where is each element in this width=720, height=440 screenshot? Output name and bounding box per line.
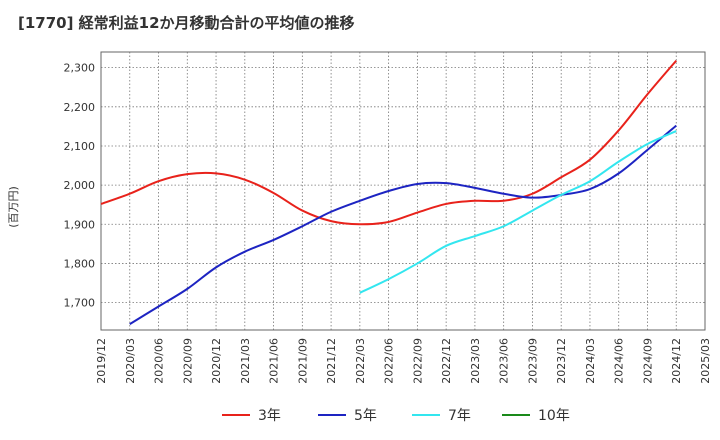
chart-legend: 3年 5年 7年 10年 <box>0 400 720 430</box>
x-tick-label: 2019/12 <box>95 338 108 384</box>
series-line-7年 <box>359 130 677 294</box>
x-axis: 2019/12 2020/03 2020/06 2020/09 2020/12 2021/… <box>95 338 712 384</box>
legend-item: 5年 <box>318 404 377 426</box>
legend-swatch <box>412 414 440 416</box>
y-tick-label: 2,300 <box>64 62 96 75</box>
chart-title: [1770] 経常利益12か月移動合計の平均値の推移 <box>18 14 355 32</box>
legend-label: 3年 <box>258 408 281 424</box>
x-tick-label: 2020/03 <box>124 338 137 384</box>
legend-item: 10年 <box>502 404 570 426</box>
legend-swatch <box>318 414 346 416</box>
x-tick-label: 2020/06 <box>153 338 166 384</box>
legend-item: 7年 <box>412 404 471 426</box>
x-tick-label: 2023/06 <box>498 338 511 384</box>
x-tick-label: 2022/06 <box>383 338 396 384</box>
grid-lines <box>100 52 706 330</box>
x-tick-label: 2025/03 <box>699 338 712 384</box>
y-axis: 1,700 1,800 1,900 2,000 2,100 2,200 2,300 <box>64 62 96 310</box>
legend-label: 7年 <box>448 408 471 424</box>
x-tick-label: 2020/12 <box>210 338 223 384</box>
x-tick-label: 2024/06 <box>613 338 626 384</box>
y-tick-label: 2,200 <box>64 101 96 114</box>
series-line-3年 <box>100 59 677 226</box>
legend-swatch <box>222 414 250 416</box>
x-tick-label: 2024/12 <box>670 338 683 384</box>
x-tick-label: 2023/03 <box>469 338 482 384</box>
x-tick-label: 2023/12 <box>555 338 568 384</box>
y-tick-label: 1,900 <box>64 218 96 231</box>
x-tick-label: 2022/03 <box>354 338 367 384</box>
series-line-5年 <box>129 124 677 325</box>
y-tick-label: 2,100 <box>64 140 96 153</box>
x-tick-label: 2024/03 <box>584 338 597 384</box>
x-tick-label: 2022/12 <box>440 338 453 384</box>
series-lines <box>100 59 677 325</box>
y-tick-label: 1,700 <box>64 297 96 310</box>
y-axis-label: (百万円) <box>7 186 20 228</box>
y-tick-label: 2,000 <box>64 179 96 192</box>
x-tick-label: 2022/09 <box>411 338 424 384</box>
x-tick-label: 2024/09 <box>641 338 654 384</box>
x-tick-label: 2020/09 <box>181 338 194 384</box>
legend-label: 5年 <box>354 408 377 424</box>
plot-area-border <box>100 51 706 331</box>
y-tick-label: 1,800 <box>64 257 96 270</box>
x-tick-label: 2021/06 <box>268 338 281 384</box>
x-tick-label: 2021/12 <box>325 338 338 384</box>
x-tick-label: 2023/09 <box>526 338 539 384</box>
x-tick-label: 2021/03 <box>239 338 252 384</box>
legend-item: 3年 <box>222 404 281 426</box>
legend-swatch <box>502 414 530 416</box>
x-tick-label: 2021/09 <box>296 338 309 384</box>
legend-label: 10年 <box>538 408 570 424</box>
